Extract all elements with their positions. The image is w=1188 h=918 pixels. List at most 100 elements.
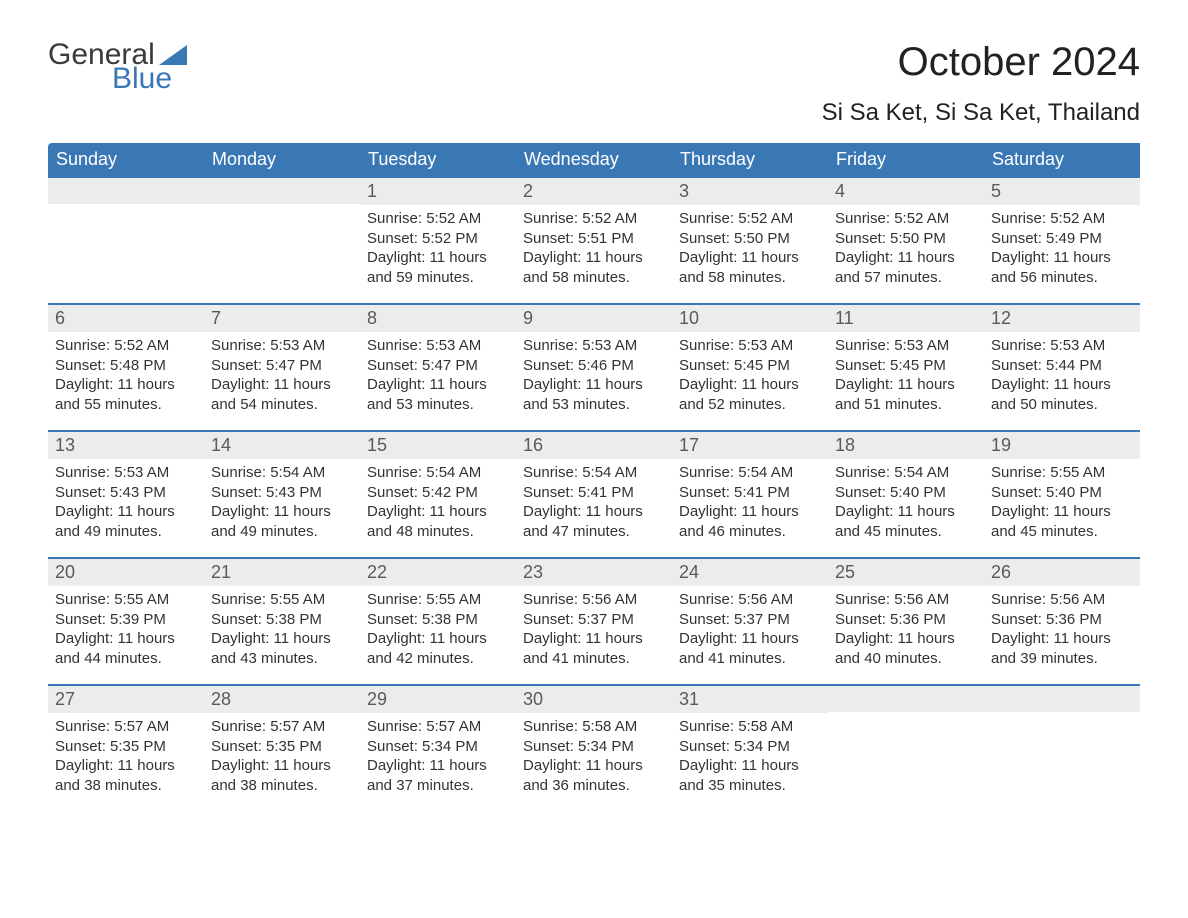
- daylight-text: Daylight: 11 hours and 42 minutes.: [367, 629, 509, 668]
- sunrise-text: Sunrise: 5:53 AM: [367, 336, 509, 356]
- day-number: 19: [984, 432, 1140, 459]
- sunset-text: Sunset: 5:42 PM: [367, 483, 509, 503]
- sunrise-text: Sunrise: 5:54 AM: [367, 463, 509, 483]
- sunset-text: Sunset: 5:35 PM: [55, 737, 197, 757]
- day-number: 31: [672, 686, 828, 713]
- sunset-text: Sunset: 5:44 PM: [991, 356, 1133, 376]
- day-number: 29: [360, 686, 516, 713]
- calendar-cell: 15Sunrise: 5:54 AMSunset: 5:42 PMDayligh…: [360, 430, 516, 557]
- sunset-text: Sunset: 5:37 PM: [679, 610, 821, 630]
- sunrise-text: Sunrise: 5:54 AM: [835, 463, 977, 483]
- calendar-cell: 12Sunrise: 5:53 AMSunset: 5:44 PMDayligh…: [984, 303, 1140, 430]
- cell-body: Sunrise: 5:53 AMSunset: 5:47 PMDaylight:…: [360, 332, 516, 414]
- cell-body: Sunrise: 5:52 AMSunset: 5:50 PMDaylight:…: [672, 205, 828, 287]
- cell-body: Sunrise: 5:55 AMSunset: 5:39 PMDaylight:…: [48, 586, 204, 668]
- day-number: 16: [516, 432, 672, 459]
- day-number: 14: [204, 432, 360, 459]
- calendar-cell: 17Sunrise: 5:54 AMSunset: 5:41 PMDayligh…: [672, 430, 828, 557]
- sunset-text: Sunset: 5:34 PM: [367, 737, 509, 757]
- day-header: Friday: [828, 143, 984, 176]
- day-header: Wednesday: [516, 143, 672, 176]
- sunrise-text: Sunrise: 5:52 AM: [991, 209, 1133, 229]
- sunset-text: Sunset: 5:40 PM: [835, 483, 977, 503]
- calendar-cell: 24Sunrise: 5:56 AMSunset: 5:37 PMDayligh…: [672, 557, 828, 684]
- calendar-cell: [984, 684, 1140, 811]
- title-block: October 2024 Si Sa Ket, Si Sa Ket, Thail…: [822, 40, 1140, 137]
- daylight-text: Daylight: 11 hours and 49 minutes.: [55, 502, 197, 541]
- day-number: 23: [516, 559, 672, 586]
- sunset-text: Sunset: 5:36 PM: [835, 610, 977, 630]
- sunset-text: Sunset: 5:41 PM: [523, 483, 665, 503]
- day-number: 25: [828, 559, 984, 586]
- cell-body: Sunrise: 5:56 AMSunset: 5:37 PMDaylight:…: [672, 586, 828, 668]
- cell-body: Sunrise: 5:57 AMSunset: 5:35 PMDaylight:…: [204, 713, 360, 795]
- day-header: Monday: [204, 143, 360, 176]
- sunset-text: Sunset: 5:45 PM: [679, 356, 821, 376]
- daylight-text: Daylight: 11 hours and 57 minutes.: [835, 248, 977, 287]
- calendar-cell: 19Sunrise: 5:55 AMSunset: 5:40 PMDayligh…: [984, 430, 1140, 557]
- cell-body: Sunrise: 5:55 AMSunset: 5:40 PMDaylight:…: [984, 459, 1140, 541]
- brand-text-blue: Blue: [112, 64, 187, 94]
- cell-body: Sunrise: 5:54 AMSunset: 5:43 PMDaylight:…: [204, 459, 360, 541]
- day-number: 20: [48, 559, 204, 586]
- calendar-cell: 16Sunrise: 5:54 AMSunset: 5:41 PMDayligh…: [516, 430, 672, 557]
- daylight-text: Daylight: 11 hours and 58 minutes.: [679, 248, 821, 287]
- day-number: [984, 686, 1140, 712]
- sunset-text: Sunset: 5:39 PM: [55, 610, 197, 630]
- cell-body: Sunrise: 5:58 AMSunset: 5:34 PMDaylight:…: [672, 713, 828, 795]
- calendar-cell: 30Sunrise: 5:58 AMSunset: 5:34 PMDayligh…: [516, 684, 672, 811]
- day-number: [204, 178, 360, 204]
- sunrise-text: Sunrise: 5:52 AM: [835, 209, 977, 229]
- cell-body: Sunrise: 5:52 AMSunset: 5:50 PMDaylight:…: [828, 205, 984, 287]
- sunset-text: Sunset: 5:34 PM: [679, 737, 821, 757]
- daylight-text: Daylight: 11 hours and 40 minutes.: [835, 629, 977, 668]
- day-header: Tuesday: [360, 143, 516, 176]
- daylight-text: Daylight: 11 hours and 49 minutes.: [211, 502, 353, 541]
- sunrise-text: Sunrise: 5:55 AM: [55, 590, 197, 610]
- sunrise-text: Sunrise: 5:56 AM: [991, 590, 1133, 610]
- daylight-text: Daylight: 11 hours and 53 minutes.: [367, 375, 509, 414]
- day-number: 2: [516, 178, 672, 205]
- sunset-text: Sunset: 5:38 PM: [211, 610, 353, 630]
- sunrise-text: Sunrise: 5:54 AM: [523, 463, 665, 483]
- sunset-text: Sunset: 5:51 PM: [523, 229, 665, 249]
- calendar-cell: 31Sunrise: 5:58 AMSunset: 5:34 PMDayligh…: [672, 684, 828, 811]
- calendar-cell: 6Sunrise: 5:52 AMSunset: 5:48 PMDaylight…: [48, 303, 204, 430]
- day-number: 3: [672, 178, 828, 205]
- sunrise-text: Sunrise: 5:56 AM: [679, 590, 821, 610]
- sunset-text: Sunset: 5:47 PM: [367, 356, 509, 376]
- cell-body: Sunrise: 5:54 AMSunset: 5:41 PMDaylight:…: [516, 459, 672, 541]
- cell-body: Sunrise: 5:53 AMSunset: 5:44 PMDaylight:…: [984, 332, 1140, 414]
- calendar-cell: 11Sunrise: 5:53 AMSunset: 5:45 PMDayligh…: [828, 303, 984, 430]
- sunrise-text: Sunrise: 5:53 AM: [523, 336, 665, 356]
- daylight-text: Daylight: 11 hours and 54 minutes.: [211, 375, 353, 414]
- calendar-cell: 27Sunrise: 5:57 AMSunset: 5:35 PMDayligh…: [48, 684, 204, 811]
- sunset-text: Sunset: 5:50 PM: [679, 229, 821, 249]
- cell-body: Sunrise: 5:52 AMSunset: 5:48 PMDaylight:…: [48, 332, 204, 414]
- calendar-cell: 9Sunrise: 5:53 AMSunset: 5:46 PMDaylight…: [516, 303, 672, 430]
- calendar-cell: [828, 684, 984, 811]
- sunset-text: Sunset: 5:45 PM: [835, 356, 977, 376]
- sunset-text: Sunset: 5:49 PM: [991, 229, 1133, 249]
- calendar-cell: 4Sunrise: 5:52 AMSunset: 5:50 PMDaylight…: [828, 176, 984, 303]
- sunrise-text: Sunrise: 5:52 AM: [679, 209, 821, 229]
- day-number: 9: [516, 305, 672, 332]
- sunrise-text: Sunrise: 5:52 AM: [367, 209, 509, 229]
- daylight-text: Daylight: 11 hours and 39 minutes.: [991, 629, 1133, 668]
- calendar-cell: 1Sunrise: 5:52 AMSunset: 5:52 PMDaylight…: [360, 176, 516, 303]
- calendar-cell: 14Sunrise: 5:54 AMSunset: 5:43 PMDayligh…: [204, 430, 360, 557]
- day-number: 26: [984, 559, 1140, 586]
- calendar-cell: 7Sunrise: 5:53 AMSunset: 5:47 PMDaylight…: [204, 303, 360, 430]
- cell-body: Sunrise: 5:52 AMSunset: 5:51 PMDaylight:…: [516, 205, 672, 287]
- cell-body: Sunrise: 5:54 AMSunset: 5:42 PMDaylight:…: [360, 459, 516, 541]
- cell-body: [204, 204, 360, 208]
- cell-body: Sunrise: 5:56 AMSunset: 5:36 PMDaylight:…: [984, 586, 1140, 668]
- sunset-text: Sunset: 5:46 PM: [523, 356, 665, 376]
- day-number: 11: [828, 305, 984, 332]
- calendar-cell: 21Sunrise: 5:55 AMSunset: 5:38 PMDayligh…: [204, 557, 360, 684]
- sunset-text: Sunset: 5:38 PM: [367, 610, 509, 630]
- daylight-text: Daylight: 11 hours and 55 minutes.: [55, 375, 197, 414]
- day-number: 30: [516, 686, 672, 713]
- day-number: 18: [828, 432, 984, 459]
- day-header: Thursday: [672, 143, 828, 176]
